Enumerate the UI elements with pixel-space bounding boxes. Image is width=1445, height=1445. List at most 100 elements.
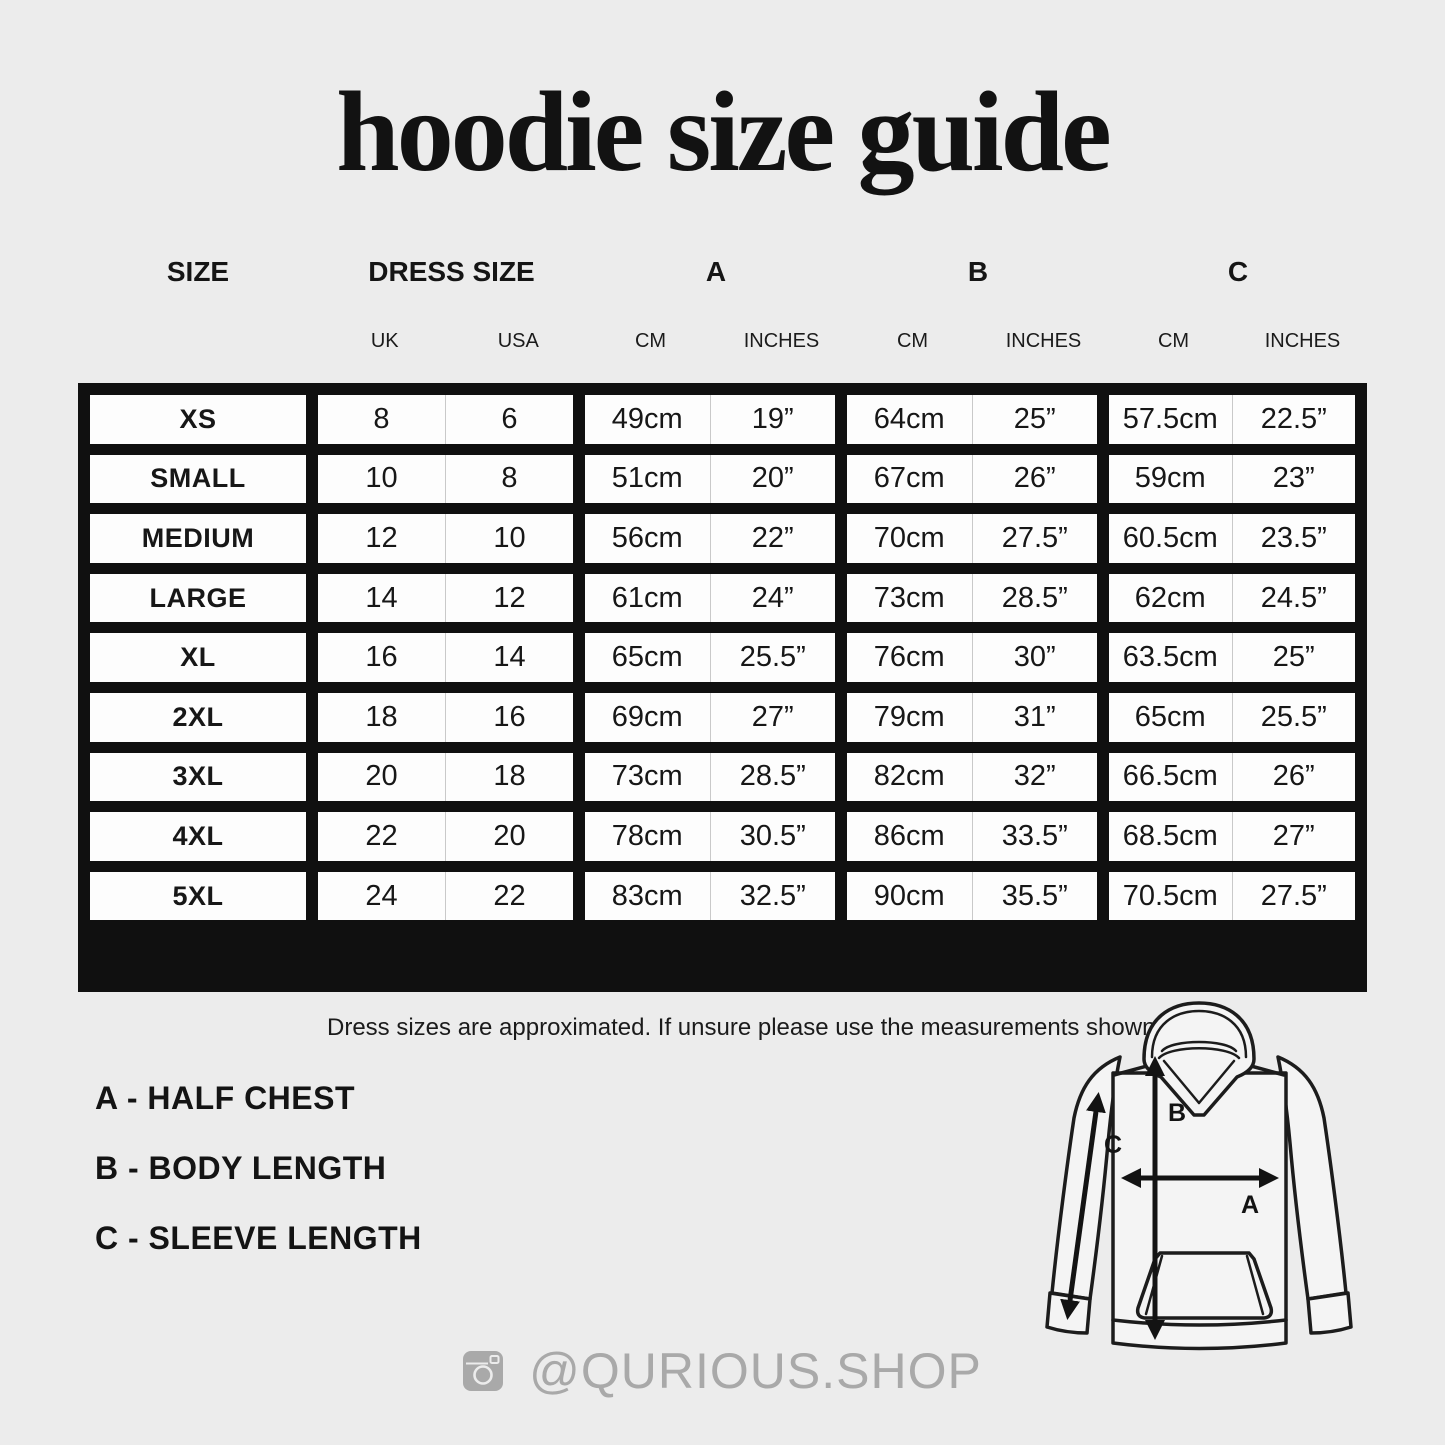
subheader-usa: USA [497, 330, 539, 352]
table-cell: 63.5cm 25” [1109, 633, 1355, 682]
table-cell: 73cm 28.5” [585, 752, 836, 802]
table-cell: XL [90, 633, 306, 682]
subheader-c-cm: CM [1157, 330, 1190, 352]
subheader-b-cm: CM [896, 330, 929, 352]
table-cell: 66.5cm 26” [1109, 752, 1356, 802]
subheader-c: CM INCHES [1109, 330, 1367, 353]
table-cell: 70.5cm 27.5” [1109, 871, 1356, 921]
cell-value: 22.5” [1231, 395, 1356, 444]
cell-value: 5XL [172, 880, 224, 911]
table-cell: 65cm 25.5” [1109, 692, 1356, 742]
cell-value: 83cm [611, 879, 683, 912]
cell-value: 16 [365, 641, 398, 674]
cell-value: 32” [971, 752, 1098, 802]
table-cell: 90cm 35.5” [847, 871, 1098, 921]
hem-line [1111, 1318, 1288, 1327]
cell-value: 24.5” [1231, 573, 1356, 623]
table-cell: 16 14 [318, 633, 573, 682]
cell-value: 25.5” [1231, 692, 1356, 742]
cell-value: 25.5” [709, 633, 836, 682]
cell-value: 16 [445, 692, 573, 742]
cell-value: 63.5cm [1122, 641, 1218, 674]
cell-value: 26” [1231, 752, 1356, 802]
header-size: SIZE [166, 256, 230, 287]
cell-value: 61cm [611, 581, 683, 614]
legend-half-chest: A - HALF CHEST [95, 1080, 356, 1116]
cell-value: 82cm [873, 760, 945, 793]
cell-value: 10 [365, 462, 398, 495]
cell-value: 32.5” [709, 871, 836, 921]
table-cell: 56cm 22” [585, 514, 835, 563]
cell-value: 24 [365, 879, 398, 912]
cell-value: XL [180, 642, 216, 673]
cell-value: 78cm [611, 819, 683, 852]
legend-body-length: B - BODY LENGTH [95, 1150, 387, 1186]
cell-value: XS [179, 403, 217, 434]
subheader-spacer [78, 330, 318, 353]
footer: @QURIOUS.SHOP [0, 1342, 1445, 1400]
cell-value: 51cm [611, 462, 683, 495]
cell-value: 12 [445, 573, 573, 623]
table-cell: 83cm 32.5” [585, 871, 836, 921]
table-cell: 61cm 24” [585, 573, 836, 623]
table-cell: 86cm 33.5” [847, 812, 1097, 861]
cell-value: 4XL [172, 820, 224, 851]
cell-value: 27” [709, 692, 836, 742]
cell-value: 14 [445, 633, 573, 682]
cell-value: 64cm [873, 402, 945, 435]
cell-value: 86cm [873, 819, 945, 852]
table-cell: 59cm 23” [1109, 454, 1355, 504]
table-cell: LARGE [90, 573, 306, 623]
cell-value: 12 [365, 521, 398, 554]
cell-value: 35.5” [971, 871, 1098, 921]
table-cell: 22 20 [318, 812, 573, 861]
cell-value: 65cm [1134, 700, 1206, 733]
header-a: A [705, 256, 727, 287]
table-cell: 4XL [90, 812, 306, 861]
cell-value: 59cm [1134, 462, 1206, 495]
legend-sleeve-length: C - SLEEVE LENGTH [95, 1220, 422, 1256]
cell-value: 24” [709, 573, 836, 623]
table-cell: 49cm 19” [585, 395, 835, 444]
cell-value: 28.5” [709, 752, 836, 802]
subheader-a: CM INCHES [585, 330, 847, 353]
table-cell: 78cm 30.5” [585, 812, 835, 861]
cell-value: 27.5” [1231, 871, 1356, 921]
cell-value: 25” [971, 395, 1098, 444]
table-cell: 82cm 32” [847, 752, 1098, 802]
cell-value: LARGE [149, 582, 247, 613]
subheader-dress: UK USA [318, 330, 585, 353]
cell-value: 22 [365, 819, 398, 852]
table-cell: 73cm 28.5” [847, 573, 1097, 623]
cell-value: 68.5cm [1122, 819, 1218, 852]
cell-value: 31” [971, 692, 1098, 742]
pocket [1135, 1251, 1274, 1320]
cell-value: 70.5cm [1122, 879, 1218, 912]
table-cell: MEDIUM [90, 514, 306, 563]
right-cuff [1306, 1291, 1353, 1335]
table-cell: 2XL [90, 692, 306, 742]
cell-value: 20 [365, 760, 398, 793]
table-cell: 24 22 [318, 871, 573, 921]
table-cell: XS [90, 395, 306, 444]
table-cell: 79cm 31” [847, 692, 1098, 742]
measurement-legend: A - HALF CHEST B - BODY LENGTH C - SLEEV… [95, 1080, 422, 1290]
subheader-c-in: INCHES [1264, 330, 1341, 352]
right-sleeve [1276, 1055, 1348, 1301]
cell-value: 90cm [873, 879, 945, 912]
table-cell: 68.5cm 27” [1109, 812, 1355, 861]
cell-value: 27” [1231, 812, 1356, 861]
hood-inner-lines [1150, 1009, 1248, 1105]
table-cell: 14 12 [318, 573, 573, 623]
cell-value: 22” [709, 514, 836, 563]
cell-value: MEDIUM [141, 522, 255, 553]
cell-value: 8 [445, 454, 573, 504]
cell-value: 66.5cm [1122, 760, 1218, 793]
cell-value: 56cm [611, 521, 683, 554]
cell-value: 26” [971, 454, 1098, 504]
cell-value: 33.5” [971, 812, 1098, 861]
cell-value: 30.5” [709, 812, 836, 861]
table-cell: 64cm 25” [847, 395, 1097, 444]
